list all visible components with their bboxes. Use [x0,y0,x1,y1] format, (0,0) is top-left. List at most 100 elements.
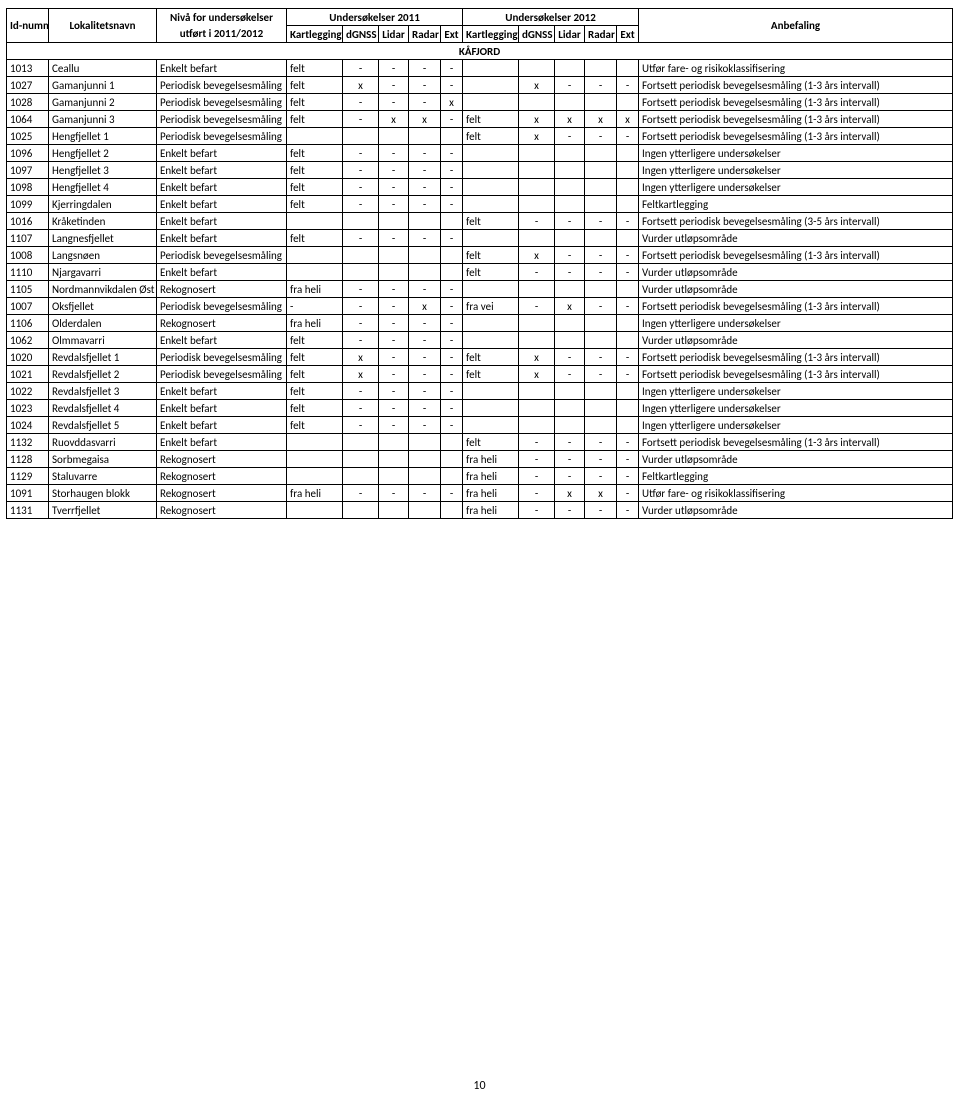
cell-k1 [287,468,343,485]
table-row: 1091Storhaugen blokkRekognosertfra heli-… [7,485,953,502]
cell-k2 [463,77,519,94]
cell-k2: felt [463,247,519,264]
table-row: 1024Revdalsfjellet 5Enkelt befartfelt---… [7,417,953,434]
cell-loc: Revdalsfjellet 1 [49,349,157,366]
cell-id: 1129 [7,468,49,485]
cell-e1: - [441,196,463,213]
cell-d2 [519,281,555,298]
cell-r2: x [585,111,617,128]
cell-anb: Fortsett periodisk bevegelsesmåling (1-3… [639,128,953,145]
cell-niv: Enkelt befart [157,60,287,77]
cell-niv: Rekognosert [157,468,287,485]
cell-d1: x [343,77,379,94]
cell-anb: Ingen ytterligere undersøkelser [639,162,953,179]
cell-d1 [343,128,379,145]
header-u2011: Undersøkelser 2011 [287,9,463,26]
cell-d2: - [519,485,555,502]
cell-k2 [463,196,519,213]
cell-k2: fra vei [463,298,519,315]
cell-k1: felt [287,94,343,111]
cell-r1: - [409,400,441,417]
cell-r2 [585,145,617,162]
cell-e1: - [441,60,463,77]
cell-id: 1022 [7,383,49,400]
page-number: 10 [6,1079,953,1093]
cell-e1: - [441,366,463,383]
cell-r1: - [409,366,441,383]
cell-anb: Fortsett periodisk bevegelsesmåling (1-3… [639,111,953,128]
cell-r2 [585,417,617,434]
cell-k2 [463,230,519,247]
cell-loc: Ceallu [49,60,157,77]
table-row: 1105Nordmannvikdalen ØstRekognosertfra h… [7,281,953,298]
cell-l2: - [555,468,585,485]
cell-l1 [379,434,409,451]
cell-k2: felt [463,264,519,281]
table-row: 1110NjargavarriEnkelt befartfelt----Vurd… [7,264,953,281]
cell-l2: - [555,128,585,145]
cell-id: 1106 [7,315,49,332]
header-ext-2: Ext [617,26,639,43]
cell-d1: - [343,196,379,213]
cell-e2 [617,145,639,162]
cell-r1: - [409,196,441,213]
cell-e1: - [441,162,463,179]
data-table: Id-nummer Lokalitetsnavn Nivå for unders… [6,8,953,519]
cell-e1 [441,264,463,281]
cell-loc: Hengfjellet 1 [49,128,157,145]
cell-loc: Olmmavarri [49,332,157,349]
cell-anb: Feltkartlegging [639,196,953,213]
cell-e1: - [441,400,463,417]
cell-r1: - [409,77,441,94]
cell-id: 1064 [7,111,49,128]
cell-l2 [555,332,585,349]
cell-loc: Gamanjunni 2 [49,94,157,111]
table-row: 1107LangnesfjelletEnkelt befartfelt----V… [7,230,953,247]
cell-anb: Feltkartlegging [639,468,953,485]
cell-k1: felt [287,366,343,383]
cell-l1: - [379,162,409,179]
cell-niv: Periodisk bevegelsesmåling [157,77,287,94]
cell-anb: Fortsett periodisk bevegelsesmåling (1-3… [639,349,953,366]
cell-loc: Staluvarre [49,468,157,485]
cell-l2 [555,383,585,400]
cell-l2 [555,94,585,111]
cell-k1: felt [287,230,343,247]
cell-l1: x [379,111,409,128]
header-dgnss-1: dGNSS [343,26,379,43]
table-row: 1025Hengfjellet 1Periodisk bevegelsesmål… [7,128,953,145]
cell-r1 [409,128,441,145]
cell-k1: felt [287,162,343,179]
cell-l2 [555,230,585,247]
cell-k2: fra heli [463,485,519,502]
cell-l1: - [379,315,409,332]
cell-d1 [343,213,379,230]
cell-l2 [555,60,585,77]
table-row: 1064Gamanjunni 3Periodisk bevegelsesmåli… [7,111,953,128]
cell-anb: Fortsett periodisk bevegelsesmåling (1-3… [639,434,953,451]
cell-id: 1027 [7,77,49,94]
cell-r1: - [409,332,441,349]
table-header: Id-nummer Lokalitetsnavn Nivå for unders… [7,9,953,43]
cell-e1: - [441,77,463,94]
cell-e2: - [617,264,639,281]
cell-id: 1096 [7,145,49,162]
cell-anb: Vurder utløpsområde [639,332,953,349]
cell-e1: - [441,281,463,298]
cell-e2: - [617,247,639,264]
cell-niv: Enkelt befart [157,264,287,281]
cell-d1: - [343,315,379,332]
table-row: 1106OlderdalenRekognosertfra heli----Ing… [7,315,953,332]
cell-l1 [379,247,409,264]
cell-r1: - [409,383,441,400]
cell-k1: fra heli [287,281,343,298]
cell-e1: - [441,145,463,162]
cell-k1 [287,128,343,145]
header-niv-l1: Nivå for undersøkelser [157,9,287,26]
cell-r1 [409,502,441,519]
header-dgnss-2: dGNSS [519,26,555,43]
cell-k2 [463,315,519,332]
cell-anb: Vurder utløpsområde [639,502,953,519]
cell-d2: x [519,366,555,383]
cell-e2 [617,417,639,434]
